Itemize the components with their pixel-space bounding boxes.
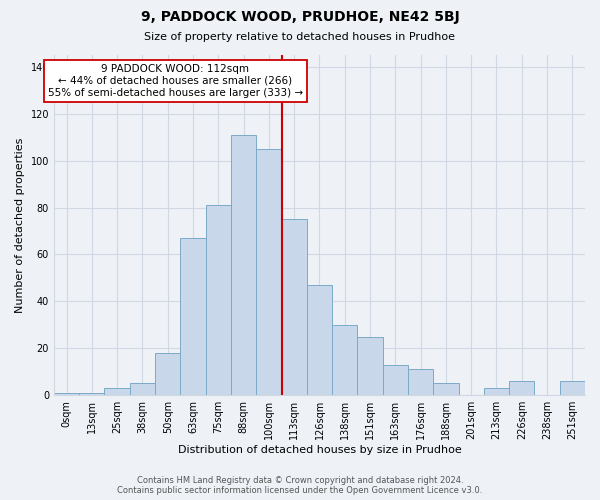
Bar xyxy=(181,238,206,395)
Bar xyxy=(206,205,231,395)
Bar xyxy=(281,219,307,395)
Text: 9, PADDOCK WOOD, PRUDHOE, NE42 5BJ: 9, PADDOCK WOOD, PRUDHOE, NE42 5BJ xyxy=(140,10,460,24)
Bar xyxy=(509,381,535,395)
Bar xyxy=(256,149,281,395)
Bar xyxy=(130,384,155,395)
Bar xyxy=(332,325,358,395)
Bar xyxy=(79,393,104,395)
Text: Contains HM Land Registry data © Crown copyright and database right 2024.
Contai: Contains HM Land Registry data © Crown c… xyxy=(118,476,482,495)
Text: Size of property relative to detached houses in Prudhoe: Size of property relative to detached ho… xyxy=(145,32,455,42)
X-axis label: Distribution of detached houses by size in Prudhoe: Distribution of detached houses by size … xyxy=(178,445,461,455)
Bar xyxy=(307,285,332,395)
Text: 9 PADDOCK WOOD: 112sqm
← 44% of detached houses are smaller (266)
55% of semi-de: 9 PADDOCK WOOD: 112sqm ← 44% of detached… xyxy=(48,64,303,98)
Bar xyxy=(104,388,130,395)
Bar xyxy=(231,135,256,395)
Bar xyxy=(433,384,458,395)
Bar xyxy=(484,388,509,395)
Bar xyxy=(358,336,383,395)
Bar xyxy=(383,364,408,395)
Y-axis label: Number of detached properties: Number of detached properties xyxy=(15,138,25,313)
Bar xyxy=(155,353,181,395)
Bar xyxy=(54,393,79,395)
Bar xyxy=(560,381,585,395)
Bar xyxy=(408,370,433,395)
